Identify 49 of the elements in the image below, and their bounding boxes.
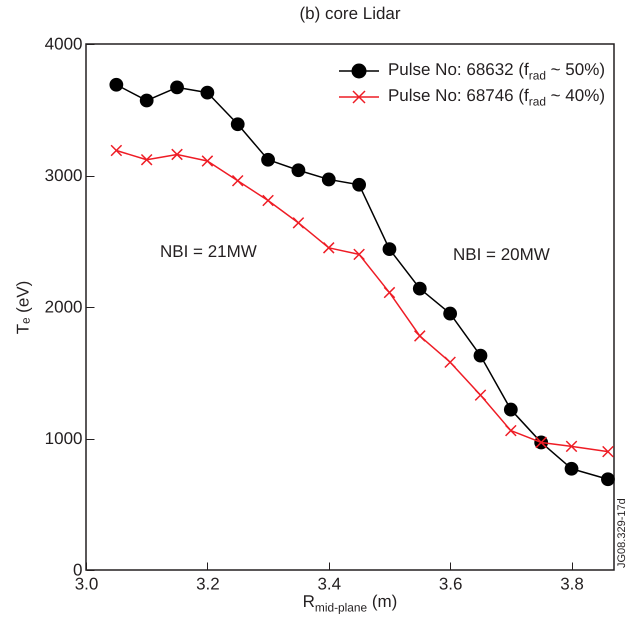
point bbox=[109, 78, 124, 92]
chart-title: (b) core Lidar bbox=[299, 4, 401, 23]
x-tick-label: 3.4 bbox=[317, 574, 342, 594]
y-tick-label: 1000 bbox=[44, 429, 82, 448]
point bbox=[504, 402, 518, 416]
point bbox=[444, 356, 456, 368]
point bbox=[140, 154, 153, 166]
y-tick-label: 3000 bbox=[44, 166, 82, 185]
point bbox=[170, 80, 184, 94]
point bbox=[232, 174, 244, 187]
x-tick-label: 3.8 bbox=[560, 574, 584, 594]
point bbox=[474, 348, 488, 363]
point bbox=[200, 86, 214, 100]
point bbox=[601, 472, 615, 486]
point bbox=[566, 440, 578, 452]
x-tick-label: 3.2 bbox=[196, 574, 220, 594]
point bbox=[322, 172, 336, 186]
annotation: NBI = 20MW bbox=[453, 245, 550, 265]
point bbox=[261, 152, 275, 167]
annotation: NBI = 21MW bbox=[160, 242, 257, 262]
point bbox=[414, 330, 426, 342]
point bbox=[140, 94, 154, 108]
point bbox=[110, 144, 122, 157]
point bbox=[602, 446, 614, 458]
legend-label: Pulse No: 68632 (f$_{rad}$ ~ 50%) bbox=[388, 60, 605, 82]
point bbox=[292, 163, 306, 178]
y-axis-title: Tₑ (eV) bbox=[14, 280, 33, 334]
point bbox=[171, 148, 184, 160]
point bbox=[474, 389, 486, 402]
x-tick-label: 3.0 bbox=[74, 574, 98, 594]
legend-label: Pulse No: 68746 (f$_{rad}$ ~ 40%) bbox=[388, 86, 605, 108]
point bbox=[564, 462, 578, 476]
point bbox=[412, 282, 427, 296]
y-tick-label: 4000 bbox=[44, 34, 82, 54]
point bbox=[292, 216, 304, 229]
x-tick-label: 3.6 bbox=[438, 574, 462, 594]
point bbox=[504, 424, 517, 437]
point bbox=[443, 306, 458, 320]
point bbox=[230, 117, 245, 132]
point bbox=[352, 178, 366, 192]
point bbox=[322, 242, 335, 254]
x-axis-title: R$_{mid-plane}$ (m) bbox=[302, 592, 398, 614]
text: JG08.329-17d bbox=[616, 498, 628, 568]
point bbox=[353, 248, 366, 260]
point bbox=[201, 155, 214, 168]
point bbox=[382, 242, 396, 256]
point bbox=[383, 286, 396, 299]
y-tick-label: 2000 bbox=[44, 298, 82, 316]
point bbox=[262, 194, 274, 206]
